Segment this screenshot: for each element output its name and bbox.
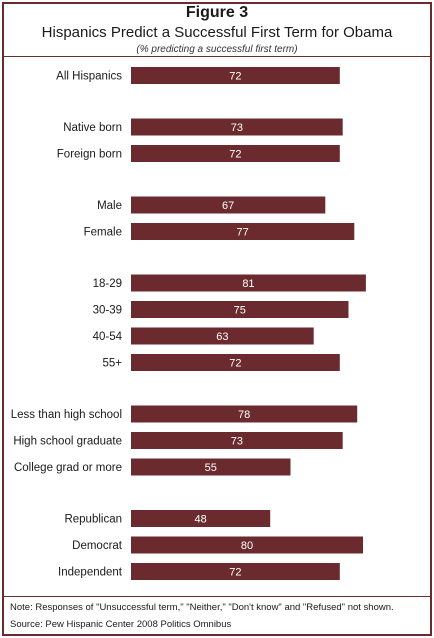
chart-note: Note: Responses of "Unsuccessful term," … [10,602,394,613]
category-label-female: Female [84,227,122,239]
bar-independent [131,563,340,580]
value-label-high-school-graduate: 73 [231,436,243,448]
category-label-18-29: 18-29 [93,278,122,290]
value-label-native-born: 73 [231,122,243,134]
category-label-republican: Republican [64,514,122,526]
value-label-democrat: 80 [241,540,253,552]
category-label-high-school-graduate: High school graduate [13,436,122,448]
bar-high-school-graduate [131,432,343,449]
bar-foreign-born [131,145,340,162]
value-label-40-54: 63 [216,331,228,343]
bar-30-39 [131,301,349,318]
category-label-democrat: Democrat [72,540,123,552]
figure-label: Figure 3 [185,4,249,21]
bar-less-than-high-school [131,405,358,423]
bar-18-29 [131,274,366,292]
value-label-independent: 72 [229,567,241,579]
category-label-college-grad-or-more: College grad or more [14,462,122,474]
value-label-30-39: 75 [234,305,246,317]
bar-native-born [131,118,343,136]
footer-divider [4,596,430,597]
value-label-55: 72 [229,358,241,370]
value-label-male: 67 [222,200,234,212]
chart-title: Hispanics Predict a Successful First Ter… [41,24,393,41]
bar-female [131,223,355,240]
chart-source: Source: Pew Hispanic Center 2008 Politic… [10,619,232,630]
bar-55 [131,354,340,371]
category-label-less-than-high-school: Less than high school [11,409,122,421]
bar-all-hispanics [131,67,340,84]
bar-college-grad-or-more [131,458,291,476]
category-label-55: 55+ [102,358,122,370]
header-divider [4,56,430,57]
value-label-less-than-high-school: 78 [238,409,250,421]
chart-header: Figure 3 Hispanics Predict a Successful … [4,4,430,56]
category-label-all-hispanics: All Hispanics [56,71,122,83]
value-label-foreign-born: 72 [229,149,241,161]
category-label-native-born: Native born [63,122,122,134]
bar-40-54 [131,327,314,345]
value-label-republican: 48 [194,514,206,526]
chart-subtitle: (% predicting a successful first term) [136,44,298,55]
category-label-foreign-born: Foreign born [57,149,122,161]
value-label-college-grad-or-more: 55 [205,462,217,474]
value-label-all-hispanics: 72 [229,71,241,83]
value-label-18-29: 81 [242,278,254,290]
category-label-40-54: 40-54 [93,331,123,343]
bar-democrat [131,536,363,554]
category-label-independent: Independent [58,567,123,579]
bar-republican [131,510,271,527]
category-label-30-39: 30-39 [93,305,122,317]
category-label-male: Male [97,200,122,212]
bar-male [131,196,326,214]
value-label-female: 77 [237,227,249,239]
